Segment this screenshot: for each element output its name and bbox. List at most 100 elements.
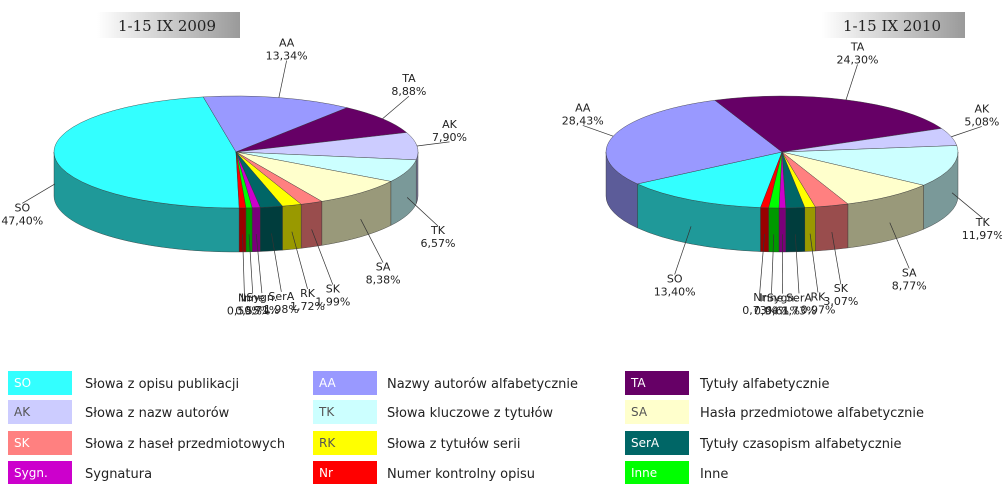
slice-label: SO: [14, 201, 30, 214]
slice-label: SA: [902, 266, 917, 279]
pie-slice: [605, 100, 783, 185]
legend-code: AK: [14, 405, 31, 419]
leader-line: [809, 233, 819, 293]
legend-swatch: [8, 371, 72, 395]
slice-value: 28,43%: [562, 114, 604, 127]
legend-swatch: [8, 461, 72, 484]
title-box: [822, 12, 965, 38]
legend-label: Nazwy autorów alfabetycznie: [387, 377, 578, 392]
leader-line: [360, 219, 384, 263]
legend-code: TK: [318, 405, 335, 419]
slice-value: 0,55%: [235, 304, 270, 317]
slice-value: 0,97%: [800, 303, 835, 316]
slice-side: [251, 207, 261, 252]
slice-side: [282, 204, 302, 251]
leader-line: [382, 95, 410, 120]
legend-label: Numer kontrolny opisu: [387, 467, 535, 482]
slice-side: [245, 207, 253, 253]
legend-label: Słowa z nazw autorów: [85, 406, 230, 421]
slice-side: [260, 205, 283, 252]
slice-label: Nr: [238, 292, 251, 305]
legend-label: Sygnatura: [85, 467, 152, 482]
slice-label: AA: [279, 37, 295, 50]
legend-swatch: [8, 400, 72, 424]
slice-value: 8,88%: [391, 85, 426, 98]
slice-value: 0,59%: [227, 305, 262, 318]
slice-label: Inne: [241, 291, 265, 304]
slice-value: 24,30%: [837, 53, 879, 66]
pie-slice: [636, 151, 783, 208]
legend-code: SerA: [631, 436, 660, 450]
legend-swatch: [625, 461, 689, 484]
slice-value: 0,71%: [244, 304, 279, 317]
slice-label: TA: [401, 72, 416, 85]
slice-side: [760, 207, 769, 253]
slice-label: Inne: [759, 292, 783, 305]
pie-slice: [714, 95, 943, 153]
pie: [605, 95, 959, 253]
leader-line: [889, 222, 910, 269]
legend-swatch: [313, 461, 377, 484]
legend-code: Inne: [631, 466, 657, 480]
leader-line: [759, 234, 765, 294]
leader-line: [794, 234, 800, 294]
slice-label: SerA: [786, 291, 812, 304]
legend-label: Tytuły alfabetycznie: [699, 377, 829, 392]
leader-line: [416, 141, 450, 147]
legend-code: SK: [14, 436, 31, 450]
leader-line: [242, 234, 245, 294]
slice-label: Sygn.: [246, 291, 277, 304]
legend-label: Słowa kluczowe z tytułów: [387, 406, 553, 421]
legend-swatch: [313, 431, 377, 455]
legend-label: Tytuły czasopism alfabetycznie: [699, 437, 902, 452]
slice-value: 3,07%: [823, 295, 858, 308]
pie: [53, 95, 419, 253]
pie-slice: [235, 107, 408, 153]
legend-label: Hasła przedmiotowe alfabetycznie: [700, 406, 924, 421]
pie-slice: [202, 95, 348, 153]
chart-title: 1-15 IX 2009: [118, 17, 216, 35]
slice-label: SK: [326, 283, 341, 296]
legend-label: Inne: [700, 467, 728, 482]
legend-code: SO: [14, 376, 31, 390]
leader-line: [845, 64, 858, 100]
slice-label: TA: [850, 40, 865, 53]
slice-value: 1,98%: [264, 303, 299, 316]
slice-value: 0,61%: [765, 305, 800, 318]
leader-line: [831, 232, 842, 285]
leader-line: [291, 231, 308, 289]
slice-label: RK: [811, 290, 827, 303]
slice-label: SA: [376, 261, 391, 274]
pie-slice: [53, 96, 240, 209]
pie-slice: [781, 145, 959, 186]
slice-label: Sygn.: [767, 292, 798, 305]
leader-line: [951, 126, 982, 138]
leader-line: [271, 233, 282, 292]
leader-line: [951, 192, 983, 219]
legend-label: Słowa z opisu publikacji: [85, 377, 239, 392]
slice-label: TK: [430, 224, 446, 237]
slice-value: 1,99%: [315, 296, 350, 309]
leader-line: [311, 229, 334, 285]
leader-line: [582, 125, 614, 137]
legend-code: AA: [319, 376, 337, 390]
slice-side: [785, 207, 805, 253]
pie-slice: [235, 151, 247, 209]
legend-swatch: [625, 431, 689, 455]
leader-line: [22, 183, 56, 204]
pie-slice: [781, 151, 925, 205]
slice-label: AK: [974, 102, 990, 115]
slice-side: [804, 206, 816, 252]
slice-value: 47,40%: [1, 214, 43, 227]
slice-label: SO: [667, 273, 683, 286]
pie-slice: [235, 151, 392, 202]
slice-side: [300, 201, 323, 249]
leader-line: [674, 226, 692, 275]
slice-value: 7,90%: [432, 131, 467, 144]
slice-label: SerA: [268, 290, 294, 303]
pie-slice: [760, 151, 783, 209]
legend-swatch: [625, 371, 689, 395]
slice-value: 11,97%: [962, 229, 1002, 242]
